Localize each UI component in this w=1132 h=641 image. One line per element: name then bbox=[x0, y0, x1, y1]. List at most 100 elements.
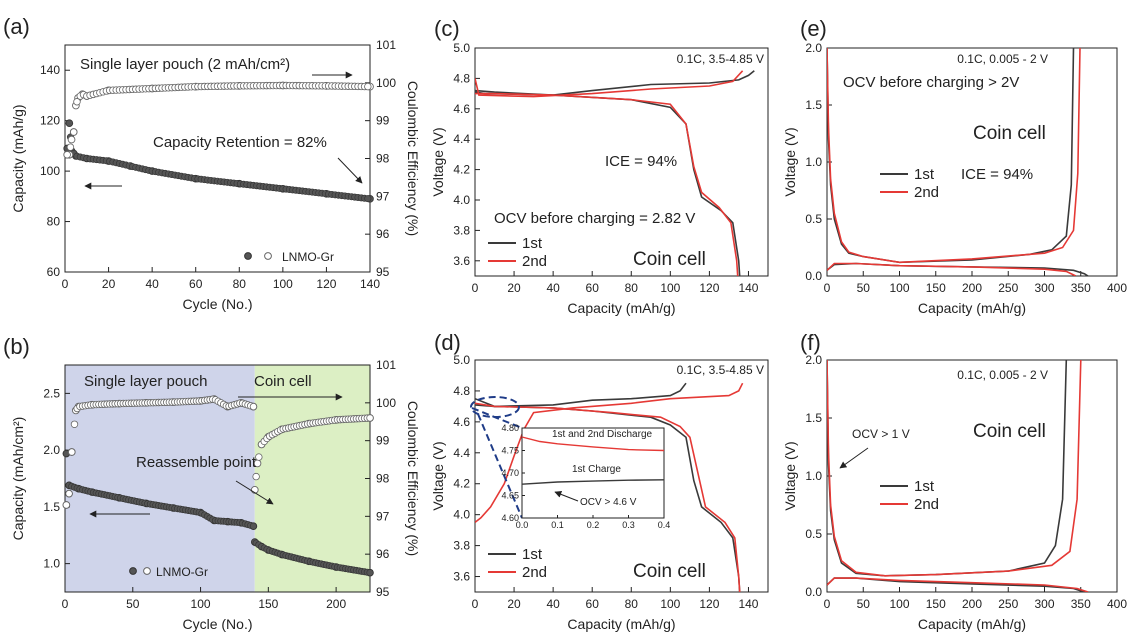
x-tick-label-b: 50 bbox=[126, 597, 140, 611]
ce-point-a bbox=[67, 135, 76, 144]
plot-frame-d bbox=[474, 359, 769, 593]
x-tick-label-e: 250 bbox=[998, 281, 1018, 295]
series-2nd-discharge-e bbox=[827, 262, 1077, 276]
y-tick-label-d: 4.2 bbox=[453, 477, 470, 491]
inset-discharge-curve bbox=[521, 436, 665, 452]
y-tick-label-a: 80 bbox=[47, 215, 61, 229]
annotation-ocv-f: OCV > 1 V bbox=[852, 427, 910, 441]
y-axis-label-a: Capacity (mAh/g) bbox=[10, 104, 26, 212]
y-tick-label-c: 4.0 bbox=[453, 193, 470, 207]
panel-label-c: (c) bbox=[434, 16, 460, 41]
y-tick-label-d: 4.6 bbox=[453, 415, 470, 429]
series-2nd-discharge-c bbox=[475, 92, 739, 276]
plot-area-d bbox=[475, 382, 744, 592]
annotation-cell-e: Coin cell bbox=[973, 123, 1046, 144]
x-axis-label-e: Capacity (mAh/g) bbox=[918, 300, 1026, 316]
y-tick-label-c: 4.6 bbox=[453, 102, 470, 116]
legend-label-2nd-c: 2nd bbox=[522, 253, 547, 270]
inset-label-charge: 1st Charge bbox=[572, 464, 621, 475]
plot-area-f bbox=[827, 360, 1089, 592]
series-2nd-charge-f bbox=[827, 360, 1082, 577]
x-tick-label-c: 80 bbox=[625, 281, 639, 295]
y2-tick-label-a: 98 bbox=[376, 152, 390, 166]
inset-y-tick-label: 4.80 bbox=[501, 423, 519, 433]
x-tick-label-c: 40 bbox=[546, 281, 560, 295]
inset-charge-curve bbox=[521, 479, 665, 485]
x-tick-label-a: 80 bbox=[233, 277, 247, 291]
x-tick-label-f: 100 bbox=[889, 597, 909, 611]
annotation-reassemble: Reassemble point bbox=[136, 454, 257, 471]
chart-panel-e: 0 50 100 150 200 250 300 350 400 0.0 0.5 1.0 1.5 2.0 C… bbox=[782, 41, 1127, 316]
legend-label-1st-f: 1st bbox=[914, 478, 935, 495]
inset-x-tick-label: 0.0 bbox=[516, 520, 529, 530]
ce-point-b bbox=[366, 414, 374, 422]
y-tick-label-a: 100 bbox=[40, 164, 60, 178]
region-coin-cell bbox=[254, 365, 370, 592]
capacity-point-a bbox=[364, 195, 372, 203]
chart-panel-f: 0 50 100 150 200 250 300 350 400 0.0 0.5 1.0 1.5 2.0 C… bbox=[782, 353, 1127, 632]
legend-label: LNMO-Gr bbox=[282, 250, 334, 264]
y-tick-label-d: 3.6 bbox=[453, 570, 470, 584]
y-tick-label-c: 4.8 bbox=[453, 71, 470, 85]
y-tick-label-c: 5.0 bbox=[453, 41, 470, 55]
y2-tick-label-a: 99 bbox=[376, 114, 390, 128]
inset-x-tick-label: 0.3 bbox=[622, 520, 635, 530]
x-tick-label-c: 60 bbox=[586, 281, 600, 295]
y2-tick-label-a: 100 bbox=[376, 76, 396, 90]
region-label-coin: Coin cell bbox=[254, 373, 312, 390]
series-2nd-discharge-f bbox=[827, 577, 1089, 592]
arrow-ocv-f bbox=[839, 447, 869, 469]
ce-point-a bbox=[73, 98, 81, 106]
ce-point-b bbox=[70, 420, 79, 428]
x-tick-label-f: 50 bbox=[857, 597, 871, 611]
annotation-cell-c: Coin cell bbox=[633, 249, 706, 270]
y2-tick-label-a: 96 bbox=[376, 227, 390, 241]
y-tick-label-b: 2.0 bbox=[43, 443, 60, 457]
inset-y-tick-label: 4.60 bbox=[501, 513, 519, 523]
x-axis-label-b: Cycle (No.) bbox=[182, 616, 252, 632]
ce-point-a bbox=[364, 82, 372, 91]
inset-label-discharge: 1st and 2nd Discharge bbox=[552, 429, 653, 440]
plot-area-c bbox=[475, 70, 755, 276]
zoom-connector-top bbox=[471, 407, 523, 429]
inset-y-tick-label: 4.75 bbox=[501, 446, 519, 456]
x-tick-label-e: 200 bbox=[962, 281, 982, 295]
legend-label-2nd-d: 2nd bbox=[522, 564, 547, 581]
x-tick-label-e: 0 bbox=[824, 281, 831, 295]
y2-tick-label-a: 97 bbox=[376, 189, 390, 203]
x-tick-label-a: 20 bbox=[102, 277, 116, 291]
series-2nd-charge-c bbox=[475, 70, 744, 98]
chart-panel-c: 0 20 40 60 80 100 120 140 3.6 3.8 4.0 4.2 4.4 4.6 4.8 5… bbox=[430, 41, 769, 316]
inset-x-tick-label: 0.4 bbox=[658, 520, 671, 530]
y2-tick-label-b: 101 bbox=[376, 358, 396, 372]
x-tick-label-c: 20 bbox=[507, 281, 521, 295]
annotation-pouch: Single layer pouch (2 mAh/cm²) bbox=[80, 56, 290, 73]
y-tick-label-d: 5.0 bbox=[453, 353, 470, 367]
x-tick-label-f: 400 bbox=[1107, 597, 1127, 611]
y2-tick-label-a: 101 bbox=[376, 38, 396, 52]
x-tick-label-a: 0 bbox=[62, 277, 69, 291]
x-tick-label-e: 400 bbox=[1107, 281, 1127, 295]
annotation-ice-e: ICE = 94% bbox=[961, 166, 1033, 183]
legend-label-2nd-f: 2nd bbox=[914, 496, 939, 513]
y-tick-label-e: 0.5 bbox=[805, 212, 822, 226]
annotation-condition-d: 0.1C, 3.5-4.85 V bbox=[677, 363, 764, 377]
x-tick-label-d: 40 bbox=[546, 597, 560, 611]
capacity-point-a bbox=[65, 119, 74, 127]
x-axis-label-a: Cycle (No.) bbox=[182, 296, 252, 312]
legend-label-b: LNMO-Gr bbox=[156, 565, 208, 579]
x-tick-label-c: 140 bbox=[738, 281, 758, 295]
x-axis-label-c: Capacity (mAh/g) bbox=[567, 300, 675, 316]
x-axis-label-d: Capacity (mAh/g) bbox=[567, 616, 675, 632]
y-axis-label-c: Voltage (V) bbox=[430, 127, 446, 196]
y-tick-label-a: 120 bbox=[40, 114, 60, 128]
ce-point-a bbox=[66, 143, 75, 151]
y2-axis-label-a: Coulombic Efficiency (%) bbox=[405, 81, 421, 236]
annotation-cell-d: Coin cell bbox=[633, 561, 706, 582]
panel-label-a: (a) bbox=[3, 14, 30, 39]
capacity-point-b bbox=[366, 569, 374, 577]
y-tick-label-d: 4.0 bbox=[453, 508, 470, 522]
x-tick-label-a: 100 bbox=[273, 277, 293, 291]
y2-tick-label-b: 99 bbox=[376, 434, 390, 448]
